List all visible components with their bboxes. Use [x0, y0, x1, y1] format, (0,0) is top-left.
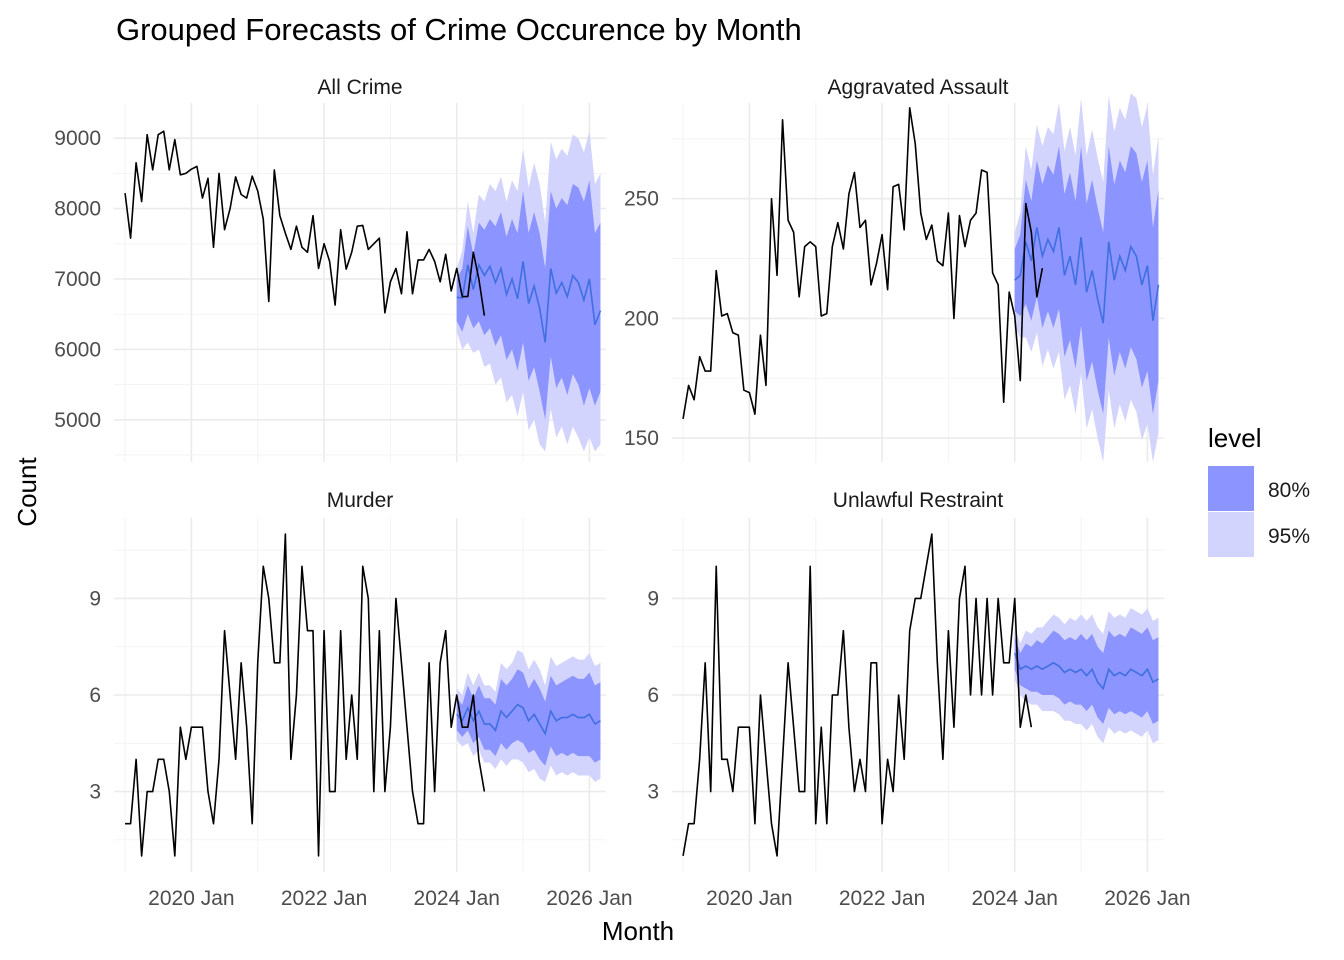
x-tick-label: 2026 Jan — [546, 887, 632, 910]
legend-label-95: 95% — [1268, 525, 1310, 548]
x-tick-label: 2026 Jan — [1104, 887, 1190, 910]
history-line — [682, 106, 1044, 420]
forecast-mean-line — [1014, 227, 1160, 324]
history-line — [125, 533, 486, 857]
legend-key-80 — [1208, 466, 1254, 511]
y-tick-label: 9000 — [54, 127, 101, 150]
y-tick-label: 150 — [624, 427, 659, 450]
panel-title: Aggravated Assault — [828, 76, 1009, 99]
y-tick-label: 6 — [647, 684, 659, 707]
history-line — [124, 130, 486, 316]
forecast-mean-line — [456, 261, 602, 343]
legend: level 80% 95% — [1208, 423, 1310, 557]
y-tick-label: 9 — [89, 587, 101, 610]
y-tick-label: 3 — [647, 781, 659, 804]
band-80 — [1014, 146, 1159, 415]
x-tick-label: 2020 Jan — [148, 887, 234, 910]
y-axis-title: Count — [12, 457, 42, 527]
x-axis-title: Month — [602, 916, 674, 946]
panel-murder: 3 6 9 Murder 2020 Jan 2022 Jan 2024 Jan 2026 Ja… — [89, 489, 632, 910]
panel-title: All Crime — [317, 76, 402, 99]
forecast-mean-line — [1013, 652, 1159, 691]
y-tick-label: 6000 — [54, 338, 101, 361]
x-tick-label: 2020 Jan — [706, 887, 792, 910]
x-tick-label: 2022 Jan — [839, 887, 925, 910]
legend-label-80: 80% — [1268, 479, 1310, 502]
chart-title: Grouped Forecasts of Crime Occurence by … — [116, 12, 802, 47]
y-tick-label: 6 — [89, 684, 101, 707]
panel-all-crime: 5000 6000 7000 8000 9000 All Crime — [54, 76, 606, 462]
band-80 — [456, 669, 601, 766]
y-tick-label: 3 — [89, 781, 101, 804]
forecast-mean-line — [456, 703, 601, 736]
panel-aggravated-assault: 150 200 250 Aggravated Assault — [624, 76, 1164, 463]
legend-key-95 — [1208, 512, 1254, 557]
legend-title: level — [1208, 423, 1261, 453]
panel-title: Unlawful Restraint — [833, 489, 1004, 512]
panel-title: Murder — [327, 489, 394, 512]
history-line — [682, 533, 1033, 857]
facet-panels: 5000 6000 7000 8000 9000 All Crime 150 200 250 Ag… — [54, 76, 1190, 910]
y-tick-label: 5000 — [54, 409, 101, 432]
y-tick-label: 250 — [624, 188, 659, 211]
x-tick-label: 2024 Jan — [972, 887, 1058, 910]
y-tick-label: 200 — [624, 307, 659, 330]
y-tick-label: 7000 — [54, 268, 101, 291]
y-tick-label: 9 — [647, 587, 659, 610]
x-tick-label: 2022 Jan — [281, 887, 367, 910]
y-tick-label: 8000 — [54, 198, 101, 221]
x-tick-label: 2024 Jan — [414, 887, 500, 910]
panel-unlawful-restraint: 3 6 9 Unlawful Restraint 2020 Jan 2022 Jan 202… — [647, 489, 1190, 910]
